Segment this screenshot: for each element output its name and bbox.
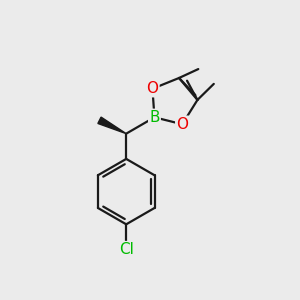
Text: O: O bbox=[176, 117, 188, 132]
Text: B: B bbox=[149, 110, 160, 125]
Polygon shape bbox=[98, 117, 126, 134]
Text: O: O bbox=[146, 81, 158, 96]
Text: Cl: Cl bbox=[119, 242, 134, 257]
